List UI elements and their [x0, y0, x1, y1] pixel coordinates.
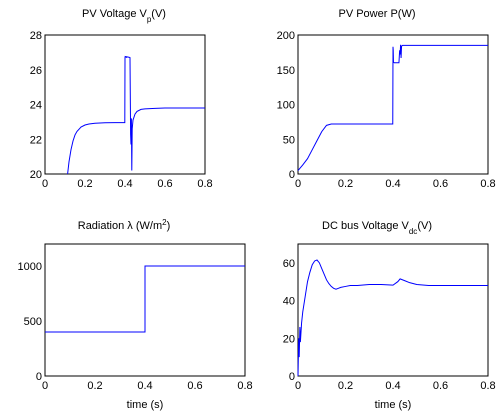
dc-bus-voltage-panel: DC bus Voltage Vdc(V) 0 0.2 0.4 0.6 0.8 0 20 40… — [283, 220, 496, 411]
pv-power-series-line — [297, 44, 488, 171]
pv-power-xtick-label: 0.4 — [385, 178, 400, 190]
radiation-series-line — [45, 265, 245, 333]
pv-voltage-ytick-label: 26 — [30, 65, 42, 77]
pv-voltage-ticks: 0 0.2 0.4 0.6 0.8 20 22 24 26 28 — [30, 30, 213, 190]
radiation-xtick-label: 0.8 — [237, 380, 252, 392]
pv-voltage-title: PV Voltage Vp(V) — [82, 8, 166, 24]
pv-power-title: PV Power P(W) — [338, 8, 415, 20]
radiation-xtick-label: 0.6 — [187, 380, 202, 392]
pv-power-ytick-label: 200 — [277, 30, 295, 42]
pv-power-ytick-label: 150 — [277, 65, 295, 77]
radiation-ytick-label: 500 — [24, 316, 42, 328]
pv-voltage-panel: PV Voltage Vp(V) 0 0.2 0.4 0.6 0.8 20 22 24 26 28 — [30, 8, 213, 190]
dc-bus-voltage-marks — [297, 259, 488, 377]
pv-power-xtick-label: 0 — [295, 178, 301, 190]
pv-voltage-xtick-label: 0 — [42, 178, 48, 190]
pv-power-ticks: 0 0.2 0.4 0.6 0.8 0 50 100 150 200 — [277, 30, 496, 190]
pv-voltage-xtick-label: 0.2 — [77, 178, 92, 190]
pv-voltage-marks — [67, 55, 205, 175]
dc-bus-voltage-series-line — [297, 259, 488, 377]
pv-voltage-xtick-label: 0.6 — [157, 178, 172, 190]
pv-power-ytick-label: 0 — [289, 169, 295, 181]
radiation-marks — [45, 265, 245, 333]
pv-voltage-ytick-label: 24 — [30, 100, 42, 112]
pv-power-ytick-label: 50 — [283, 134, 295, 146]
pv-power-xtick-label: 0.6 — [433, 178, 448, 190]
dc-bus-voltage-ytick-label: 40 — [283, 296, 295, 308]
dc-bus-voltage-plot-area — [297, 243, 489, 377]
pv-voltage-ytick-label: 28 — [30, 30, 42, 42]
radiation-ticks: 0 0.2 0.4 0.6 0.8 0 500 1000 — [18, 244, 253, 392]
pv-power-xtick-label: 0.8 — [480, 178, 495, 190]
dc-bus-voltage-xtick-label: 0.8 — [480, 380, 495, 392]
dc-bus-voltage-ytick-label: 0 — [289, 371, 295, 383]
dc-bus-voltage-xtick-label: 0.2 — [338, 380, 353, 392]
pv-voltage-ytick-label: 20 — [30, 169, 42, 181]
dc-bus-voltage-xlabel: time (s) — [375, 399, 412, 411]
pv-power-xtick-label: 0.2 — [338, 178, 353, 190]
radiation-xlabel: time (s) — [127, 399, 164, 411]
radiation-xtick-label: 0.4 — [137, 380, 152, 392]
pv-power-marks — [297, 44, 488, 171]
dc-bus-voltage-title: DC bus Voltage Vdc(V) — [322, 220, 432, 236]
pv-voltage-xtick-label: 0.4 — [117, 178, 132, 190]
radiation-ytick-label: 0 — [36, 371, 42, 383]
radiation-panel: Radiation λ (W/m2) 0 0.2 0.4 0.6 0.8 0 500 1000… — [18, 218, 253, 412]
radiation-title: Radiation λ (W/m2) — [78, 218, 170, 233]
pv-voltage-series-line — [67, 55, 205, 175]
radiation-ytick-label: 1000 — [18, 261, 42, 273]
pv-voltage-ytick-label: 22 — [30, 134, 42, 146]
dc-bus-voltage-xtick-label: 0 — [295, 380, 301, 392]
dc-bus-voltage-ytick-label: 60 — [283, 258, 295, 270]
pv-power-ytick-label: 100 — [277, 100, 295, 112]
dc-bus-voltage-xtick-label: 0.4 — [385, 380, 400, 392]
radiation-xtick-label: 0.2 — [87, 380, 102, 392]
pv-voltage-xtick-label: 0.8 — [197, 178, 212, 190]
dc-bus-voltage-ytick-label: 20 — [283, 333, 295, 345]
pv-power-panel: PV Power P(W) 0 0.2 0.4 0.6 0.8 0 50 100 150 200 — [277, 8, 496, 190]
dc-bus-voltage-xtick-label: 0.6 — [433, 380, 448, 392]
radiation-xtick-label: 0 — [42, 380, 48, 392]
